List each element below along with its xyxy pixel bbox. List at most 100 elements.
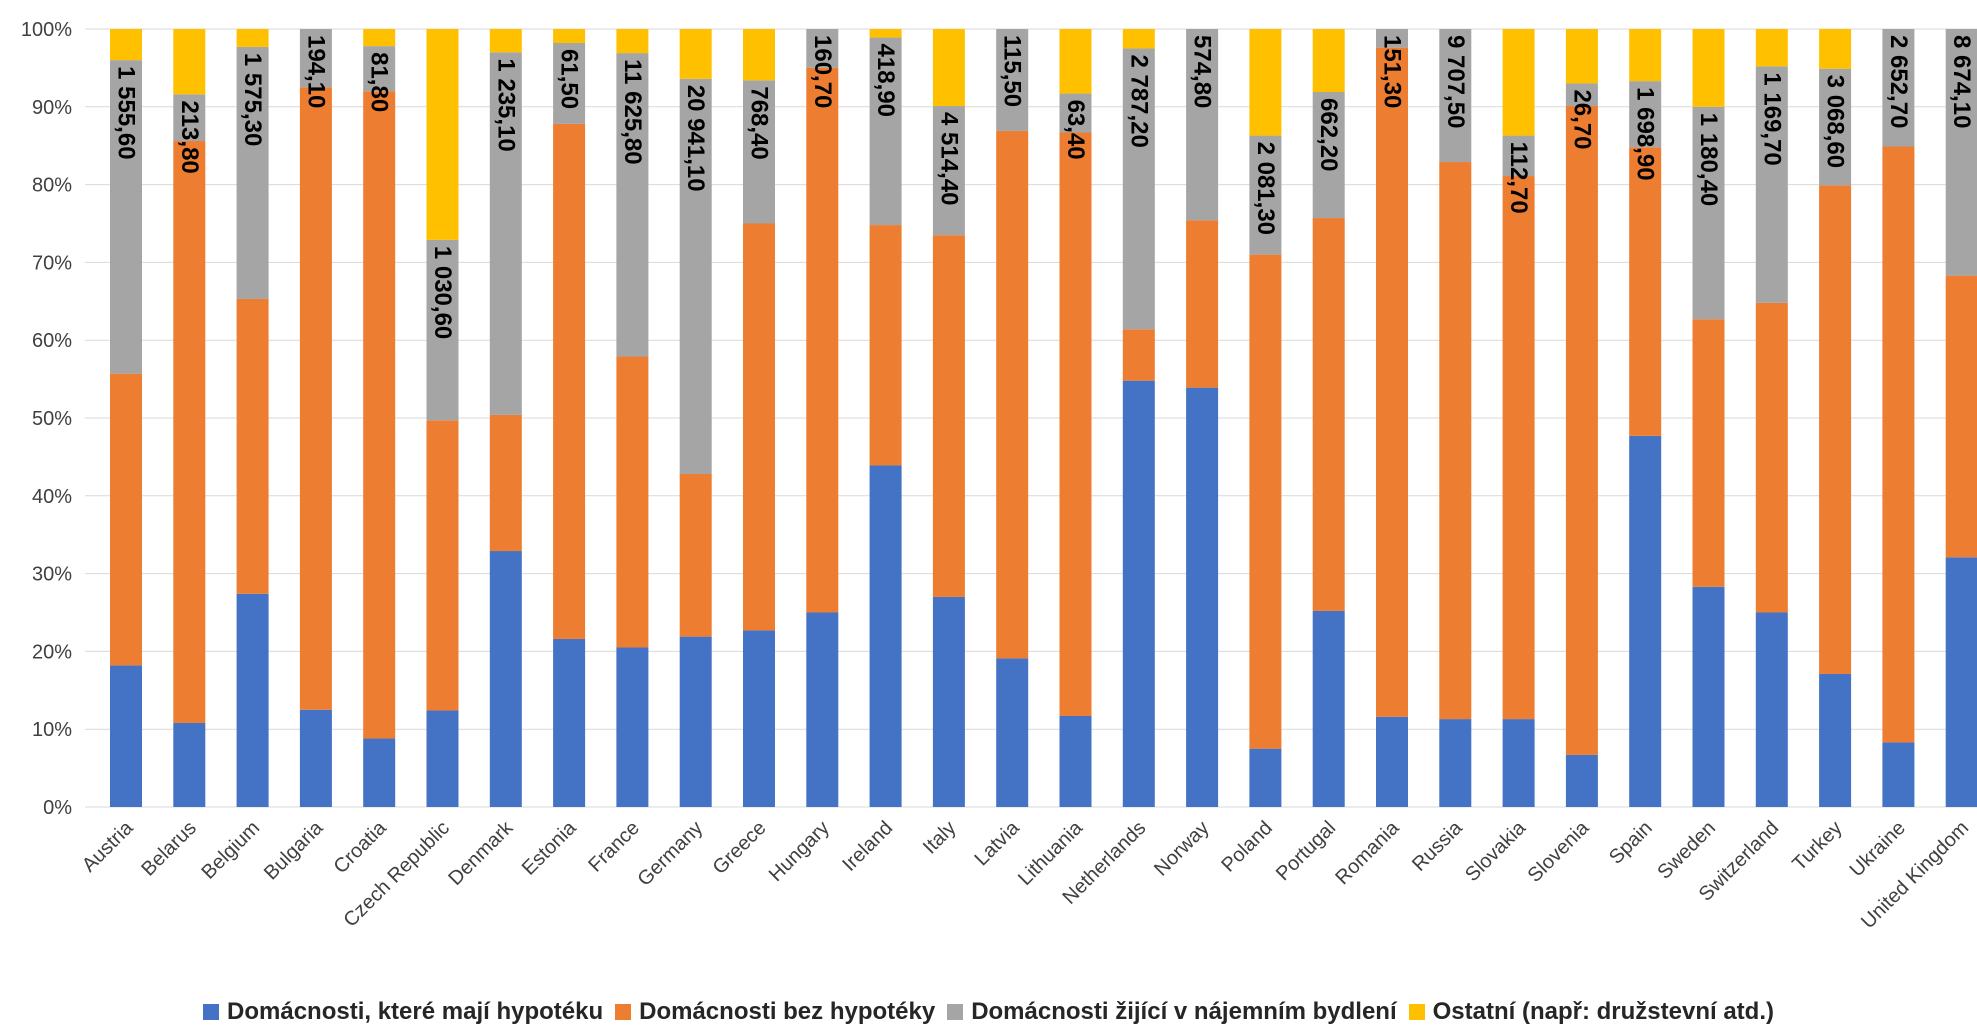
bar-segment	[743, 80, 775, 224]
data-label: 3 068,60	[1822, 75, 1849, 168]
bar-segment	[996, 658, 1029, 807]
y-tick-label: 60%	[32, 330, 72, 352]
legend-label: Domácnosti bez hypotéky	[639, 998, 936, 1025]
bar-segment	[869, 465, 902, 807]
x-tick-label: Belarus	[137, 817, 201, 881]
x-tick-label: Turkey	[1788, 817, 1846, 875]
bar-segment	[1312, 29, 1345, 93]
x-tick-label: Romania	[1331, 816, 1404, 889]
bar-segment	[806, 612, 839, 807]
bar-segment	[1755, 612, 1788, 807]
bar-segment	[1186, 29, 1219, 221]
bar-segment	[869, 225, 902, 466]
bar-segment	[679, 636, 712, 807]
x-tick-label: Slovenia	[1524, 816, 1594, 886]
bar-segment	[1059, 715, 1092, 807]
legend: Domácnosti, které mají hypotéku Domácnost…	[0, 995, 1977, 1029]
bar-segment	[1249, 29, 1282, 136]
bar-segment	[173, 141, 206, 723]
bar-segment	[553, 638, 586, 807]
bar-segment	[1059, 93, 1092, 133]
bar-segment	[1565, 29, 1598, 84]
bar-segment	[110, 29, 142, 61]
data-label: 11 625,80	[619, 59, 646, 164]
gridlines	[85, 28, 1977, 808]
bar-segment	[1819, 29, 1852, 69]
x-tick-label: Slovakia	[1461, 816, 1531, 886]
bar-segment	[806, 67, 839, 613]
bar-segment	[1439, 162, 1472, 720]
x-tick-label: Greece	[709, 817, 771, 879]
bar-segment	[1059, 29, 1092, 94]
y-tick-label: 50%	[32, 408, 72, 430]
x-tick-label: Latvia	[970, 816, 1024, 870]
bar-segment	[236, 298, 269, 594]
bar-segment	[173, 29, 206, 95]
bar-segment	[1439, 719, 1472, 807]
bar-segment	[489, 52, 522, 415]
bar-segment	[743, 29, 775, 81]
bar-segment	[1122, 48, 1155, 330]
data-label: 26,70	[1568, 89, 1595, 149]
bar-segment	[1629, 147, 1662, 436]
data-label: 81,80	[366, 52, 393, 112]
bar-segment	[1882, 29, 1915, 147]
y-tick-label: 10%	[32, 719, 72, 741]
y-tick-label: 30%	[32, 564, 72, 586]
bar-segment	[1755, 302, 1788, 613]
x-tick-label: France	[584, 817, 644, 877]
legend-label: Domácnosti žijící v nájemním bydlení	[971, 998, 1397, 1025]
bar-segment	[1629, 435, 1662, 807]
bar-segment	[363, 91, 396, 739]
bar-segment	[679, 29, 712, 79]
bar-segment	[173, 722, 206, 807]
bar-segment	[426, 239, 459, 421]
bar-segment	[1755, 29, 1788, 67]
bar-segment	[1186, 220, 1219, 388]
bar-segment	[1945, 557, 1977, 807]
bar-segment	[996, 29, 1029, 131]
x-tick-label: Poland	[1217, 817, 1277, 877]
bar-segment	[1376, 47, 1408, 717]
x-tick-label: Denmark	[444, 816, 518, 890]
legend-item: Ostatní (např: družstevní atd.)	[1408, 998, 1774, 1026]
bar-segment	[299, 29, 332, 88]
data-label: 418,90	[872, 44, 899, 117]
bar-segment	[1312, 610, 1345, 807]
bar-segment	[426, 710, 459, 807]
data-label: 768,40	[746, 86, 773, 159]
bar-segment	[996, 130, 1029, 659]
bar-segment	[553, 29, 586, 44]
legend-item: Domácnosti, které mají hypotéku	[203, 998, 603, 1026]
bar-segment	[1122, 29, 1155, 49]
legend-item: Domácnosti bez hypotéky	[615, 998, 935, 1026]
bar-segment	[1945, 275, 1977, 558]
y-tick-label: 100%	[21, 19, 72, 41]
bar-segment	[110, 665, 142, 807]
bar-segment	[1565, 754, 1598, 807]
bar-segment	[489, 29, 522, 53]
x-tick-label: Estonia	[518, 816, 581, 879]
bar-segment	[869, 29, 902, 38]
bar-segment	[553, 123, 586, 639]
bar-segment	[173, 94, 206, 142]
bar-segment	[743, 630, 775, 807]
bar-segment	[426, 420, 459, 711]
bar-segment	[1882, 146, 1915, 743]
data-label: 1 030,60	[429, 246, 456, 339]
data-label: 2 652,70	[1885, 35, 1912, 128]
data-label: 20 941,10	[682, 85, 709, 192]
legend-swatch	[203, 1004, 220, 1020]
bar-segment	[1692, 586, 1725, 807]
bar-segment	[932, 106, 965, 236]
bar-segment	[1249, 135, 1282, 255]
bar-segment	[299, 709, 332, 807]
bar-segment	[932, 235, 965, 597]
bar-segment	[110, 60, 142, 374]
bar-segment	[616, 29, 649, 54]
bar-segment	[806, 29, 839, 68]
data-label: 151,30	[1379, 35, 1406, 108]
bar-segment	[489, 414, 522, 552]
x-tick-label: Spain	[1605, 817, 1657, 869]
